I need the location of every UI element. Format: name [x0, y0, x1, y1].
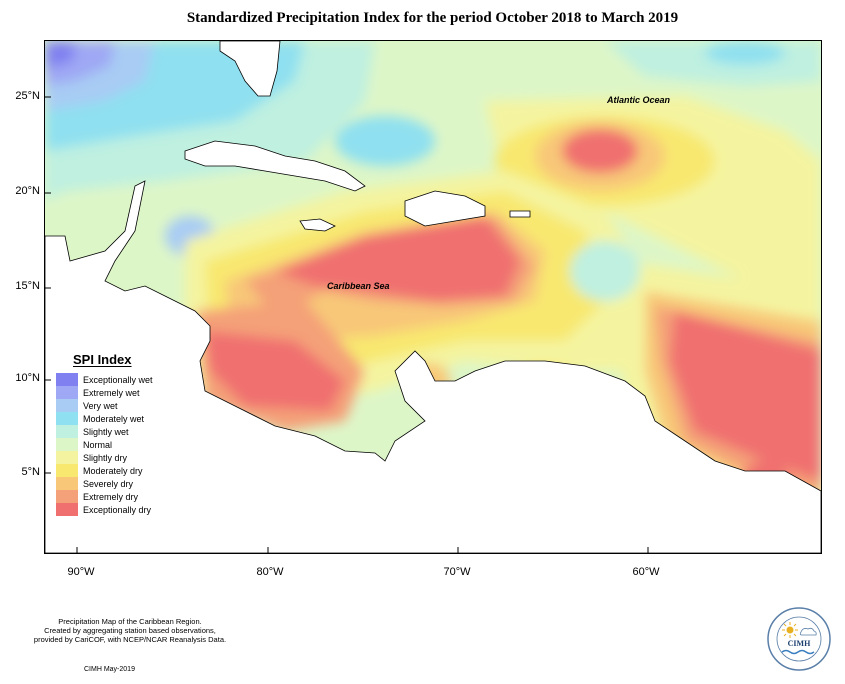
logo-text: CIMH	[788, 639, 811, 648]
legend-swatch	[56, 386, 78, 399]
legend-label: Moderately dry	[83, 465, 143, 476]
legend-item: Severely dry	[56, 477, 186, 490]
land-hispaniola	[404, 190, 486, 227]
legend-label: Slightly dry	[83, 452, 128, 463]
legend-item: Exceptionally dry	[56, 503, 186, 516]
legend-swatch	[56, 477, 78, 490]
legend-swatch	[56, 490, 78, 503]
land-puerto-rico	[509, 210, 531, 218]
lat-tick-10: 10°N	[15, 372, 40, 384]
legend-item: Exceptionally wet	[56, 373, 186, 386]
land	[45, 41, 821, 553]
legend-label: Very wet	[83, 400, 118, 411]
legend-item: Slightly dry	[56, 451, 186, 464]
lat-tick-25: 25°N	[15, 90, 40, 102]
lon-tick-90: 90°W	[67, 566, 95, 578]
land-mexico	[45, 180, 821, 553]
zone-slightly-wet-lesser-antilles	[570, 241, 640, 301]
land-florida	[219, 41, 281, 97]
legend-label: Extremely dry	[83, 491, 139, 502]
legend-swatch	[56, 412, 78, 425]
zone-exceptionally-dry-caribbean	[275, 216, 520, 301]
legend-swatch	[56, 399, 78, 412]
lat-tick-15: 15°N	[15, 280, 40, 292]
zone-exceptionally-dry-atlantic	[562, 129, 638, 173]
legend-label: Exceptionally dry	[83, 504, 152, 515]
legend-item: Slightly wet	[56, 425, 186, 438]
zone-exceptionally-wet-nw	[45, 41, 75, 69]
zone-moderately-wet-ne	[705, 41, 785, 65]
legend-item: Extremely wet	[56, 386, 186, 399]
lon-tick-70: 70°W	[443, 566, 471, 578]
lat-tick-20: 20°N	[15, 185, 40, 197]
legend-swatch	[56, 438, 78, 451]
cimh-logo: CIMH	[767, 607, 831, 671]
legend-swatch	[56, 425, 78, 438]
lon-tick-80: 80°W	[256, 566, 284, 578]
legend-swatch	[56, 503, 78, 516]
legend-swatch	[56, 451, 78, 464]
legend-item: Moderately wet	[56, 412, 186, 425]
legend-label: Moderately wet	[83, 413, 145, 424]
lon-tick-60: 60°W	[632, 566, 660, 578]
signature: CIMH May-2019	[84, 666, 135, 673]
spi-legend: SPI Index Exceptionally wet Extremely we…	[56, 352, 186, 516]
legend-label: Exceptionally wet	[83, 374, 153, 385]
legend-swatch	[56, 373, 78, 386]
credit-text: Precipitation Map of the Caribbean Regio…	[8, 617, 252, 644]
zone-exceptionally-dry-guianas	[670, 311, 821, 481]
legend-label: Normal	[83, 439, 113, 450]
credit-line-3: provided by CariCOF, with NCEP/NCAR Rean…	[33, 635, 227, 644]
label-atlantic-ocean: Atlantic Ocean	[607, 95, 671, 105]
wave-icon	[781, 649, 815, 655]
lat-tick-5: 5°N	[21, 466, 40, 478]
credit-line-1: Precipitation Map of the Caribbean Regio…	[58, 617, 202, 626]
zone-moderately-wet-bahamas	[335, 116, 435, 166]
map-frame: Atlantic Ocean Caribbean Sea	[44, 40, 822, 554]
legend-title: SPI Index	[73, 352, 132, 367]
legend-items: Exceptionally wet Extremely wet Very wet…	[56, 373, 186, 516]
sun-icon	[782, 622, 798, 638]
legend-swatch	[56, 464, 78, 477]
label-caribbean-sea: Caribbean Sea	[327, 281, 390, 291]
map-title: Standardized Precipitation Index for the…	[186, 10, 679, 26]
legend-item: Very wet	[56, 399, 186, 412]
legend-item: Normal	[56, 438, 186, 451]
land-jamaica	[299, 218, 336, 232]
legend-item: Moderately dry	[56, 464, 186, 477]
cloud-icon	[799, 627, 817, 636]
spi-map	[45, 41, 821, 553]
zone-exceptionally-dry-pacific	[205, 331, 345, 411]
legend-label: Extremely wet	[83, 387, 140, 398]
land-cuba	[184, 140, 366, 192]
tick-marks	[45, 96, 649, 553]
legend-label: Severely dry	[83, 478, 134, 489]
legend-label: Slightly wet	[83, 426, 129, 437]
credit-line-2: Created by aggregating station based obs…	[44, 626, 216, 635]
legend-item: Extremely dry	[56, 490, 186, 503]
